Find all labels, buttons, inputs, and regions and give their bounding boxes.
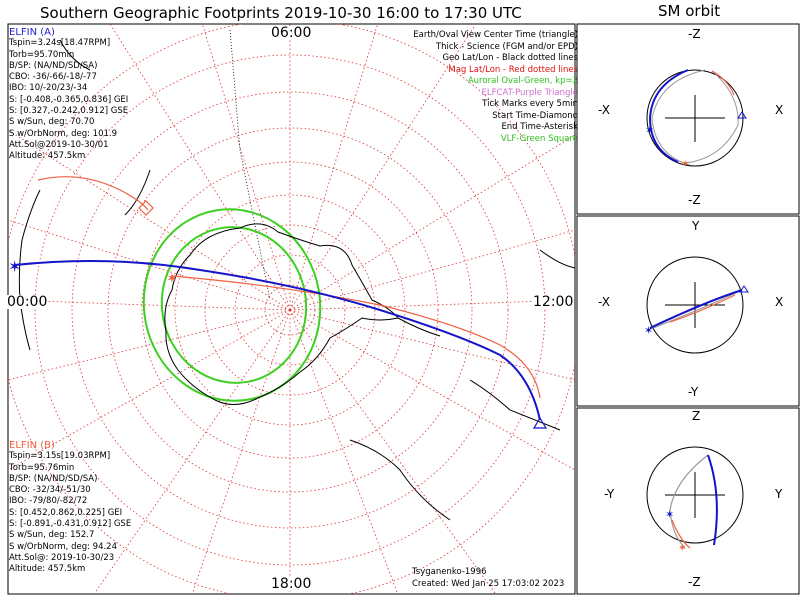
svg-text:✶: ✶ — [678, 543, 686, 554]
sm-panel1-left-label: -X — [598, 103, 610, 117]
legend-item: Tick Marks every 5min — [482, 99, 578, 109]
elfin-a-line: Altitude: 457.5km — [9, 151, 86, 162]
svg-text:✶: ✶ — [681, 159, 689, 170]
sm-panel-xz: ✶ ✶ — [645, 69, 747, 170]
hour-label-top: 06:00 — [270, 25, 313, 41]
legend-item: Earth/Oval View Center Time (triangle) — [413, 30, 578, 40]
legend-item: ELFCAT-Purple Triangle — [481, 87, 579, 98]
sm-panel1-top-label: -Z — [688, 27, 701, 41]
legend-item: Thick - Science (FGM and/or EPD) — [435, 41, 578, 52]
elfin-b-line: S: [0.452,0.862,0.225] GEI — [9, 507, 123, 518]
elfin-b-line: Torb=95.76min — [9, 462, 75, 473]
sm-panel2-left-label: -X — [598, 295, 610, 309]
svg-text:✶: ✶ — [166, 271, 178, 287]
sm-panel-xy: ✶ — [644, 256, 749, 354]
sm-panel2-top-label: Y — [692, 219, 700, 233]
elfin-a-title: ELFIN (A) — [9, 27, 55, 38]
created-label: Created: Wed Jan 25 17:03:02 2023 — [412, 579, 565, 589]
elfin-a-line: CBO: -36/-66/-18/-77 — [9, 72, 97, 83]
svg-text:✶: ✶ — [665, 508, 674, 521]
elfin-b-line: S: [-0.891,-0.431,0.912] GSE — [9, 519, 132, 530]
elfin-a-line: B/SP: (NA/ND/SD/SA) — [9, 60, 98, 71]
geo-meridian-line — [229, 29, 271, 301]
legend-item: VLF-Green Square — [500, 133, 578, 144]
elfin-b-line: S w/OrbNorm, deg: 94.24 — [9, 541, 118, 552]
elfin-b-line: CBO: -32/34/-51/30 — [9, 485, 91, 496]
sm-panel3-right-label: Y — [775, 487, 783, 501]
sm-panel3-left-label: -Y — [604, 487, 615, 501]
map-frame — [7, 23, 576, 595]
map-title: Southern Geographic Footprints 2019-10-3… — [40, 4, 522, 22]
elfin-a-line: Att.Sol@2019-10-30/01 — [9, 139, 109, 150]
legend-item: Geo Lat/Lon - Black dotted lines — [442, 53, 578, 63]
svg-text:✶: ✶ — [645, 124, 654, 137]
legend-item: Start Time-Diamond — [492, 110, 578, 121]
legend: Earth/Oval View Center Time (triangle) T… — [413, 30, 578, 145]
elfin-b-line: IBO: -79/80/-82/72 — [9, 496, 88, 507]
elfin-b-line: S w/Sun, deg: 152.7 — [9, 530, 95, 541]
model-label: Tsyganenko-1996 — [412, 567, 487, 577]
legend-item: End Time-Asterisk — [501, 122, 578, 132]
elfin-b-line: Altitude: 457.5km — [9, 564, 86, 575]
elfin-a-line: Tspin=3.24s[18.47RPM] — [9, 38, 111, 49]
elfin-a-line: S w/OrbNorm, deg: 101.9 — [9, 128, 118, 139]
elfin-a-line: S: [0.327,-0.242,0.912] GSE — [9, 106, 129, 117]
sm-panel1-bottom-label: -Z — [688, 193, 701, 207]
elfin-a-line: IBO: 10/-20/23/-34 — [9, 83, 88, 94]
hour-label-left: 00:00 — [6, 294, 49, 310]
sm-panel1-right-label: X — [775, 103, 784, 117]
sm-panel-frame — [576, 23, 800, 215]
sm-panel3-top-label: Z — [692, 409, 701, 423]
elfin-a-footprint: ✶ — [8, 257, 548, 429]
sm-orbit-title: SM orbit — [658, 2, 721, 20]
elfin-b-line: Tspin=3.15s[19.03RPM] — [9, 451, 111, 462]
elfin-a-line: S: [-0.408,-0.365,0.836] GEI — [9, 94, 129, 105]
elfin-b-footprint: ✶ — [37, 176, 541, 399]
hour-label-right: 12:00 — [532, 294, 575, 310]
hour-label-bottom: 18:00 — [270, 576, 313, 592]
elfin-b-title: ELFIN (B) — [9, 440, 55, 451]
elfin-a-line: S w/Sun, deg: 70.70 — [9, 117, 95, 128]
legend-item: Auroral Oval-Green, kp=2 — [467, 76, 578, 86]
elfin-b-line: Att.Sol@: 2019-10-30/23 — [9, 552, 115, 563]
sm-panel2-right-label: X — [775, 295, 784, 309]
svg-text:✶: ✶ — [644, 324, 653, 337]
elfin-b-line: B/SP: (NA/ND/SD/SA) — [9, 473, 98, 484]
svg-text:✶: ✶ — [8, 257, 21, 276]
elfin-a-line: Torb=95.70min — [9, 49, 75, 60]
sm-panel3-bottom-label: -Z — [688, 575, 701, 589]
sm-panel2-bottom-label: -Y — [688, 385, 699, 399]
sm-panel-frame — [576, 215, 800, 407]
sm-panel-yz: ✶ ✶ — [646, 446, 744, 554]
elfin-b-info: ELFIN (B) Tspin=3.15s[19.03RPM] Torb=95.… — [9, 440, 131, 576]
elfin-a-info: ELFIN (A) Tspin=3.24s[18.47RPM] Torb=95.… — [9, 27, 128, 163]
legend-item: Mag Lat/Lon - Red dotted lines — [448, 64, 578, 75]
sm-panel-frame — [576, 407, 800, 595]
auroral-oval — [142, 208, 322, 402]
